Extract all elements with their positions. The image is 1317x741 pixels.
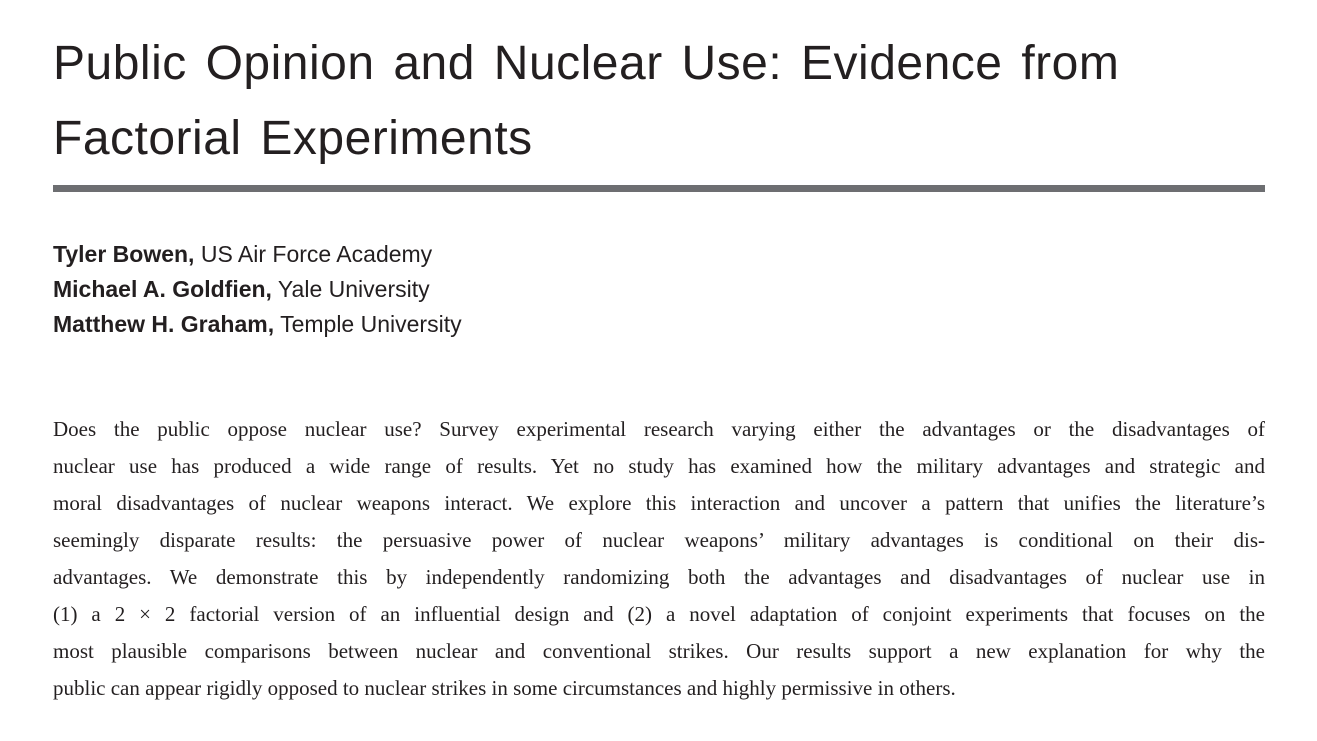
abstract-line: moral disadvantages of nuclear weapons i…	[53, 491, 1265, 515]
author-name: Michael A. Goldfien,	[53, 276, 272, 302]
abstract-line: public can appear rigidly opposed to nuc…	[53, 676, 956, 700]
abstract-line: advantages. We demonstrate this by indep…	[53, 565, 1265, 589]
abstract: Does the public oppose nuclear use? Surv…	[53, 411, 1265, 707]
author-line: Michael A. Goldfien, Yale University	[53, 272, 1265, 307]
author-affiliation: Yale University	[271, 276, 430, 302]
author-affiliation: US Air Force Academy	[194, 241, 433, 267]
abstract-line: (1) a 2 × 2 factorial version of an infl…	[53, 602, 1265, 626]
author-line: Matthew H. Graham, Temple University	[53, 307, 1265, 342]
abstract-line: nuclear use has produced a wide range of…	[53, 454, 1265, 478]
page-title: Public Opinion and Nuclear Use: Evidence…	[53, 26, 1265, 176]
page-title-line-1: Public Opinion and Nuclear Use: Evidence…	[53, 37, 1120, 90]
author-affiliation: Temple University	[274, 311, 462, 337]
author-name: Tyler Bowen,	[53, 241, 195, 267]
title-divider-rule	[53, 185, 1265, 192]
abstract-line: Does the public oppose nuclear use? Surv…	[53, 417, 1265, 441]
abstract-line: seemingly disparate results: the persuas…	[53, 528, 1265, 552]
author-list: Tyler Bowen, US Air Force Academy Michae…	[53, 237, 1265, 342]
abstract-line: most plausible comparisons between nucle…	[53, 639, 1265, 663]
page-title-line-2: Factorial Experiments	[53, 112, 533, 165]
author-name: Matthew H. Graham,	[53, 311, 275, 337]
author-line: Tyler Bowen, US Air Force Academy	[53, 237, 1265, 272]
